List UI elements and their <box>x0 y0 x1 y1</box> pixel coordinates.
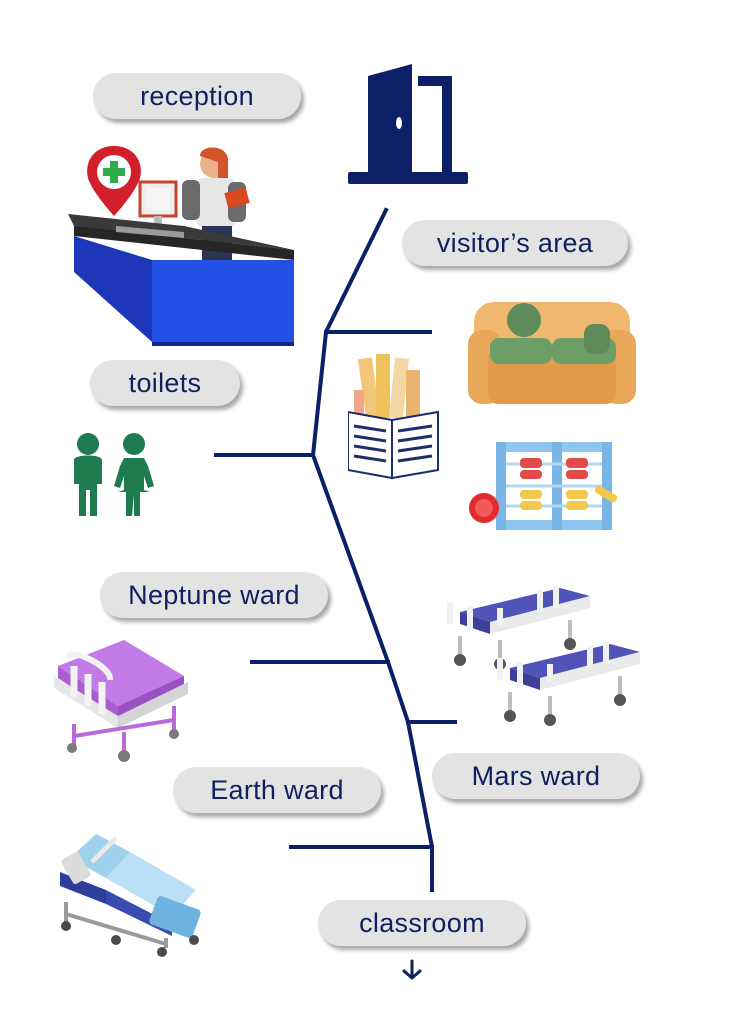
mars-beds-icon <box>447 586 640 726</box>
reception-desk-icon <box>68 146 294 346</box>
reception-label: reception <box>93 73 301 119</box>
sofa-icon <box>468 302 636 404</box>
earth-ward-label: Earth ward <box>173 767 381 813</box>
toilets-label: toilets <box>90 360 240 406</box>
neptune-bed-icon <box>54 640 188 762</box>
visitors-area-label: visitor’s area <box>402 220 628 266</box>
classroom-label: classroom <box>318 900 526 946</box>
toilets-icon <box>74 433 154 516</box>
door-icon <box>348 64 468 184</box>
abacus-icon <box>469 442 618 530</box>
books-icon <box>348 354 439 480</box>
earth-bed-icon <box>60 834 201 957</box>
neptune-ward-label: Neptune ward <box>100 572 328 618</box>
mars-ward-label: Mars ward <box>432 753 640 799</box>
arrow-down-icon <box>402 959 422 980</box>
